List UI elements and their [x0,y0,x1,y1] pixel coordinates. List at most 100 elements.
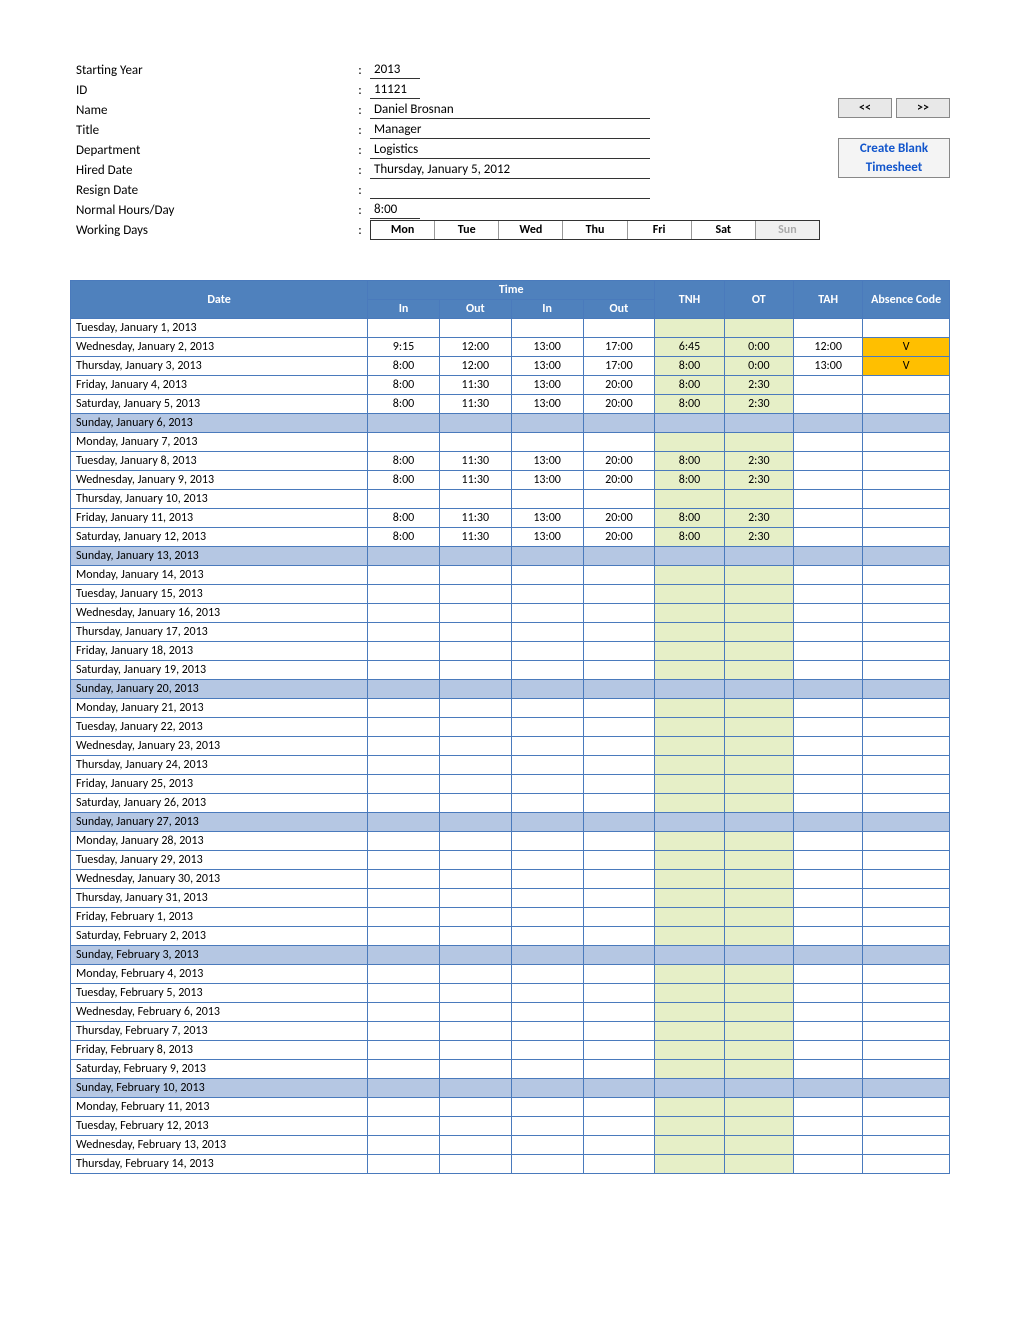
cell-in1[interactable] [368,965,440,984]
cell-in1[interactable] [368,699,440,718]
cell-in2[interactable] [511,1155,583,1174]
cell-absence[interactable] [863,1079,950,1098]
cell-in1[interactable]: 8:00 [368,528,440,547]
cell-in1[interactable] [368,870,440,889]
day-cell-fri[interactable]: Fri [628,221,692,239]
cell-out2[interactable] [583,585,655,604]
cell-absence[interactable] [863,965,950,984]
cell-in1[interactable] [368,642,440,661]
cell-absence[interactable] [863,1155,950,1174]
cell-absence[interactable] [863,718,950,737]
cell-in2[interactable] [511,642,583,661]
cell-out1[interactable]: 11:30 [439,376,511,395]
cell-in1[interactable]: 8:00 [368,509,440,528]
cell-in2[interactable] [511,908,583,927]
cell-out2[interactable] [583,908,655,927]
cell-out2[interactable]: 20:00 [583,509,655,528]
cell-out2[interactable] [583,794,655,813]
cell-in2[interactable] [511,889,583,908]
header-field-value[interactable]: Logistics [370,142,650,159]
cell-in1[interactable]: 8:00 [368,471,440,490]
cell-out2[interactable] [583,756,655,775]
day-cell-tue[interactable]: Tue [435,221,499,239]
cell-in1[interactable] [368,718,440,737]
cell-out1[interactable] [439,1041,511,1060]
cell-in2[interactable] [511,680,583,699]
cell-out1[interactable] [439,870,511,889]
cell-absence[interactable] [863,452,950,471]
cell-in2[interactable] [511,851,583,870]
cell-out2[interactable] [583,604,655,623]
header-field-value[interactable]: 11121 [370,82,420,99]
cell-in2[interactable] [511,984,583,1003]
cell-absence[interactable] [863,927,950,946]
cell-absence[interactable] [863,699,950,718]
cell-out1[interactable] [439,414,511,433]
cell-in2[interactable] [511,794,583,813]
header-field-value[interactable]: Daniel Brosnan [370,102,650,119]
cell-out2[interactable] [583,547,655,566]
cell-out1[interactable]: 11:30 [439,395,511,414]
cell-in1[interactable]: 8:00 [368,376,440,395]
cell-out2[interactable] [583,718,655,737]
cell-out1[interactable]: 12:00 [439,338,511,357]
cell-in2[interactable] [511,414,583,433]
cell-absence[interactable] [863,908,950,927]
cell-out2[interactable] [583,1136,655,1155]
cell-in2[interactable] [511,756,583,775]
cell-in1[interactable] [368,1003,440,1022]
cell-in1[interactable] [368,756,440,775]
cell-absence[interactable] [863,642,950,661]
day-cell-wed[interactable]: Wed [499,221,563,239]
cell-out2[interactable] [583,851,655,870]
cell-out2[interactable] [583,946,655,965]
cell-in2[interactable] [511,490,583,509]
cell-in2[interactable] [511,946,583,965]
cell-out2[interactable] [583,965,655,984]
cell-in1[interactable] [368,794,440,813]
cell-out2[interactable] [583,414,655,433]
cell-out1[interactable]: 12:00 [439,357,511,376]
cell-out1[interactable] [439,832,511,851]
cell-out2[interactable] [583,870,655,889]
cell-absence[interactable] [863,813,950,832]
cell-absence[interactable] [863,623,950,642]
cell-out1[interactable] [439,1003,511,1022]
cell-out1[interactable] [439,585,511,604]
cell-absence[interactable]: V [863,357,950,376]
cell-in2[interactable] [511,433,583,452]
cell-absence[interactable]: V [863,338,950,357]
cell-out2[interactable] [583,623,655,642]
cell-absence[interactable] [863,832,950,851]
cell-out1[interactable] [439,642,511,661]
cell-absence[interactable] [863,1022,950,1041]
cell-absence[interactable] [863,756,950,775]
cell-in1[interactable] [368,547,440,566]
cell-absence[interactable] [863,1060,950,1079]
cell-in1[interactable] [368,414,440,433]
cell-in1[interactable] [368,927,440,946]
cell-out1[interactable]: 11:30 [439,509,511,528]
cell-out1[interactable] [439,889,511,908]
cell-in1[interactable]: 8:00 [368,357,440,376]
cell-in1[interactable] [368,832,440,851]
cell-in1[interactable]: 8:00 [368,452,440,471]
cell-in1[interactable] [368,604,440,623]
cell-out1[interactable]: 11:30 [439,471,511,490]
cell-absence[interactable] [863,794,950,813]
cell-in2[interactable]: 13:00 [511,357,583,376]
cell-in2[interactable]: 13:00 [511,528,583,547]
cell-in1[interactable] [368,1117,440,1136]
cell-out1[interactable] [439,1079,511,1098]
cell-out2[interactable]: 20:00 [583,395,655,414]
cell-in1[interactable] [368,908,440,927]
cell-in1[interactable] [368,661,440,680]
cell-absence[interactable] [863,984,950,1003]
cell-absence[interactable] [863,1098,950,1117]
cell-in2[interactable] [511,1098,583,1117]
cell-in2[interactable] [511,566,583,585]
cell-absence[interactable] [863,433,950,452]
cell-in2[interactable] [511,1041,583,1060]
cell-in1[interactable] [368,984,440,1003]
cell-out1[interactable] [439,775,511,794]
